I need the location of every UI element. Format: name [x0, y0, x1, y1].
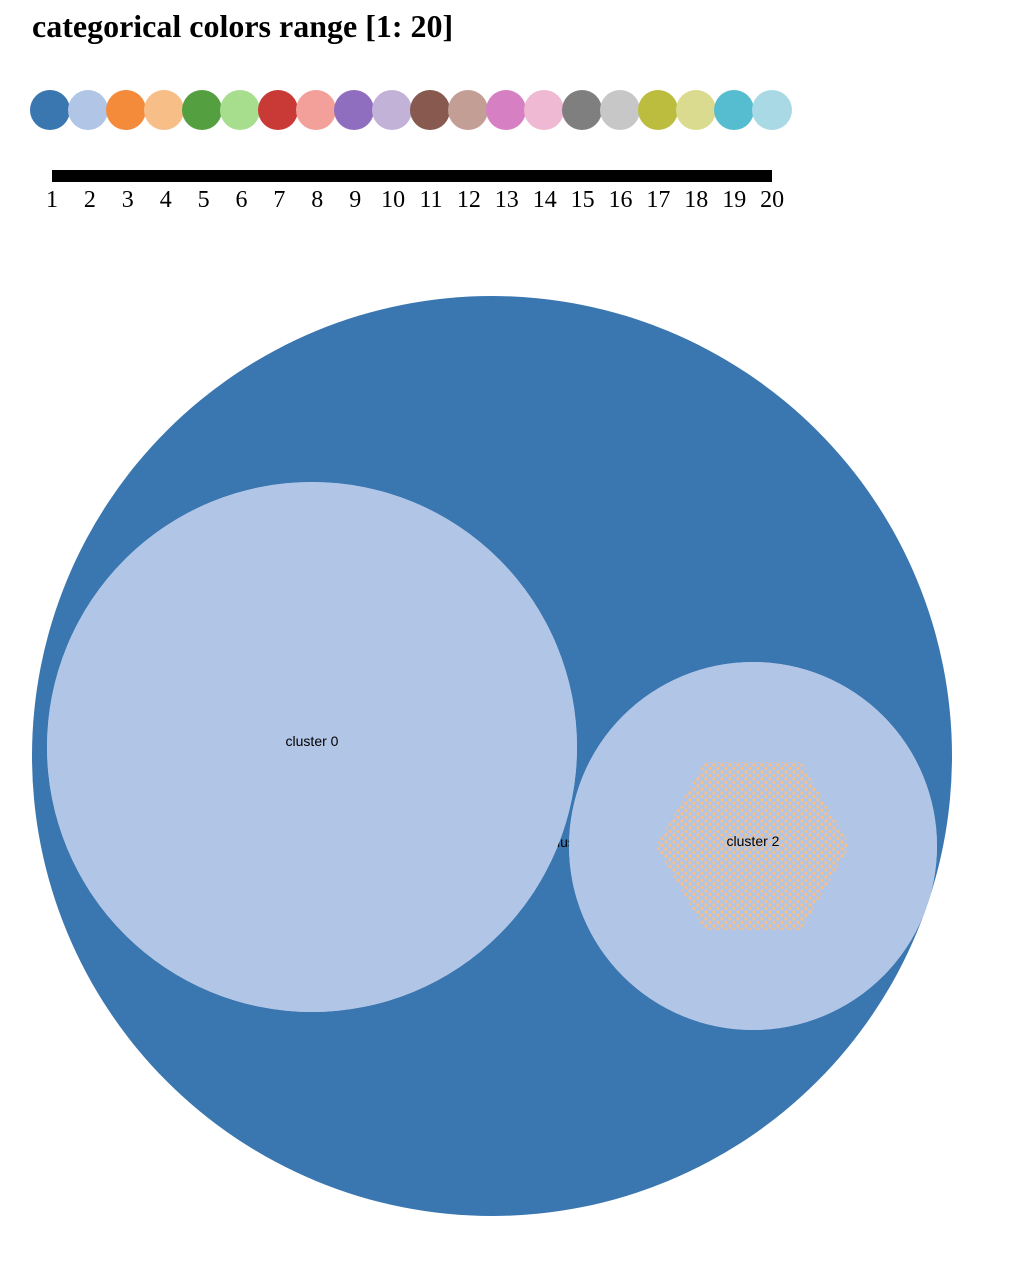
- tick-label-1: 1: [46, 187, 58, 213]
- swatch-14: [524, 90, 564, 130]
- tick-label-20: 20: [760, 187, 784, 213]
- swatch-18: [676, 90, 716, 130]
- tick-label-6: 6: [236, 187, 248, 213]
- tick-label-17: 17: [646, 187, 670, 213]
- swatch-5: [182, 90, 222, 130]
- cluster-2-label: cluster 2: [727, 833, 780, 849]
- tick-label-15: 15: [571, 187, 595, 213]
- swatch-19: [714, 90, 754, 130]
- swatch-20: [752, 90, 792, 130]
- swatch-1: [30, 90, 70, 130]
- swatch-17: [638, 90, 678, 130]
- tick-label-9: 9: [349, 187, 361, 213]
- axis-bar: [52, 170, 772, 182]
- swatch-2: [68, 90, 108, 130]
- tick-label-14: 14: [533, 187, 557, 213]
- tick-label-10: 10: [381, 187, 405, 213]
- tick-label-13: 13: [495, 187, 519, 213]
- tick-label-7: 7: [273, 187, 285, 213]
- tick-label-12: 12: [457, 187, 481, 213]
- color-swatches: [30, 90, 792, 130]
- tick-label-8: 8: [311, 187, 323, 213]
- tick-label-19: 19: [722, 187, 746, 213]
- swatch-15: [562, 90, 602, 130]
- swatch-13: [486, 90, 526, 130]
- tick-label-4: 4: [160, 187, 172, 213]
- tick-label-3: 3: [122, 187, 134, 213]
- cluster-2-hexagon-overlay: [656, 762, 850, 930]
- axis-tick-labels: 1 2 3 4 5 6 7 8 9 10 11 12 13 14 15 16 17 18 19 20: [46, 187, 784, 213]
- tick-label-18: 18: [684, 187, 708, 213]
- tick-label-2: 2: [84, 187, 96, 213]
- swatch-7: [258, 90, 298, 130]
- swatch-10: [372, 90, 412, 130]
- swatch-16: [600, 90, 640, 130]
- tick-label-11: 11: [419, 187, 442, 213]
- swatch-4: [144, 90, 184, 130]
- swatch-6: [220, 90, 260, 130]
- swatch-12: [448, 90, 488, 130]
- tick-label-16: 16: [609, 187, 633, 213]
- swatch-11: [410, 90, 450, 130]
- swatch-3: [106, 90, 146, 130]
- swatch-9: [334, 90, 374, 130]
- tick-label-5: 5: [198, 187, 210, 213]
- cluster-0-label-top: cluster 0: [286, 733, 339, 749]
- cluster-0-circle-overlay: [47, 482, 577, 1012]
- swatch-8: [296, 90, 336, 130]
- page-title: categorical colors range [1: 20]: [32, 8, 454, 44]
